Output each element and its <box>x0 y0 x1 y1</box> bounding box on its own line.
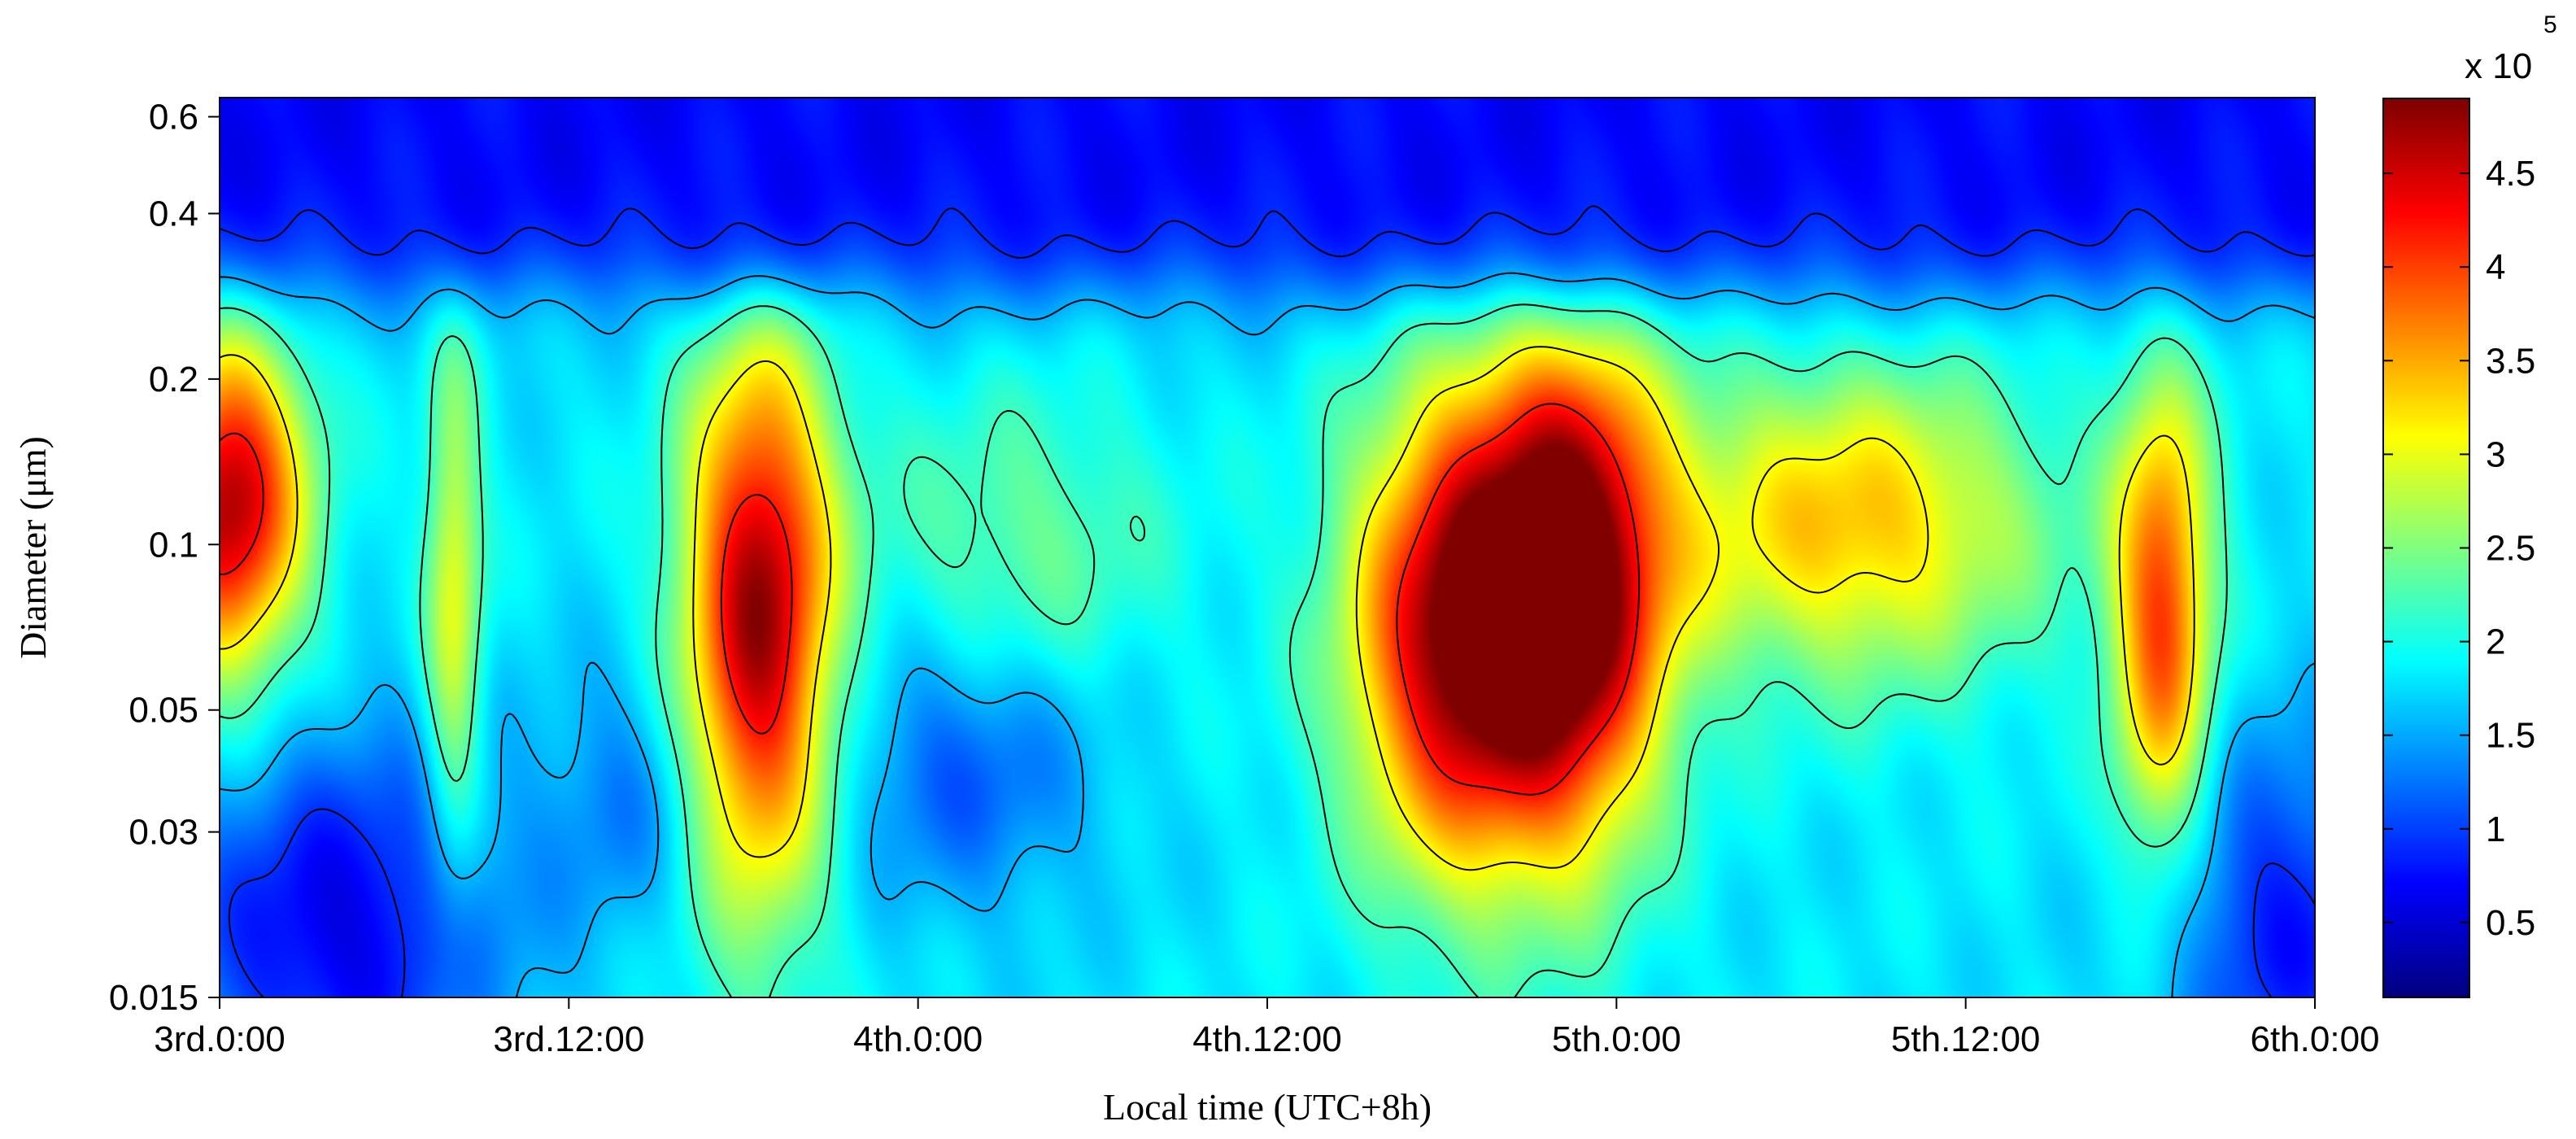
x-axis: 3rd.0:00 3rd.12:00 4th.0:00 4th.12:00 5th.0:… <box>154 997 2380 1059</box>
colorbar: 0.5 1 1.5 2 2.5 3 3.5 4 4.5 x 10 5 <box>2382 11 2557 998</box>
colorbar-tick-label: 4 <box>2486 247 2505 287</box>
x-tick-label: 5th.12:00 <box>1891 1019 2041 1059</box>
y-tick-label: 0.6 <box>149 97 198 137</box>
colorbar-tick-label: 1 <box>2486 810 2505 849</box>
contour-line <box>219 303 2228 998</box>
contour-line <box>219 403 1641 796</box>
y-tick-label: 0.4 <box>149 194 198 233</box>
colorbar-multiplier: x 10 <box>2465 46 2532 86</box>
y-tick-label: 0.2 <box>149 360 198 399</box>
x-tick-label: 3rd.0:00 <box>154 1019 285 1059</box>
y-tick-label: 0.05 <box>129 691 198 731</box>
x-tick-label: 6th.0:00 <box>2250 1019 2379 1059</box>
colorbar-tick-label: 0.5 <box>2486 903 2535 943</box>
x-axis-title: Local time (UTC+8h) <box>1103 1086 1432 1128</box>
colorbar-ticks: 0.5 1 1.5 2 2.5 3 3.5 4 4.5 <box>2383 154 2535 943</box>
y-axis-title: Diameter (μm) <box>12 436 54 659</box>
y-tick-label: 0.03 <box>129 813 198 853</box>
x-tick-label: 3rd.12:00 <box>493 1019 644 1059</box>
contour-line <box>219 272 2316 998</box>
y-tick-label: 0.015 <box>109 978 198 1018</box>
heatmap-surface <box>220 98 2315 997</box>
contour-line <box>219 205 2316 998</box>
y-axis: 0.015 0.03 0.05 0.1 0.2 0.4 0.6 <box>109 97 220 1018</box>
contour-line <box>219 346 2195 871</box>
colorbar-exponent: 5 <box>2543 11 2557 38</box>
plot-area <box>219 97 2316 998</box>
x-tick-label: 4th.12:00 <box>1192 1019 1342 1059</box>
contour-lines <box>219 205 2316 998</box>
colorbar-tick-label: 3.5 <box>2486 341 2535 381</box>
colorbar-gradient <box>2383 98 2469 997</box>
colorbar-tick-label: 2.5 <box>2486 529 2535 569</box>
x-tick-label: 5th.0:00 <box>1552 1019 1681 1059</box>
colorbar-tick-label: 4.5 <box>2486 154 2535 194</box>
colorbar-tick-label: 3 <box>2486 434 2505 474</box>
colorbar-tick-label: 1.5 <box>2486 716 2535 756</box>
colorbar-tick-label: 2 <box>2486 622 2505 662</box>
y-tick-label: 0.1 <box>149 525 198 565</box>
x-tick-label: 4th.0:00 <box>853 1019 983 1059</box>
